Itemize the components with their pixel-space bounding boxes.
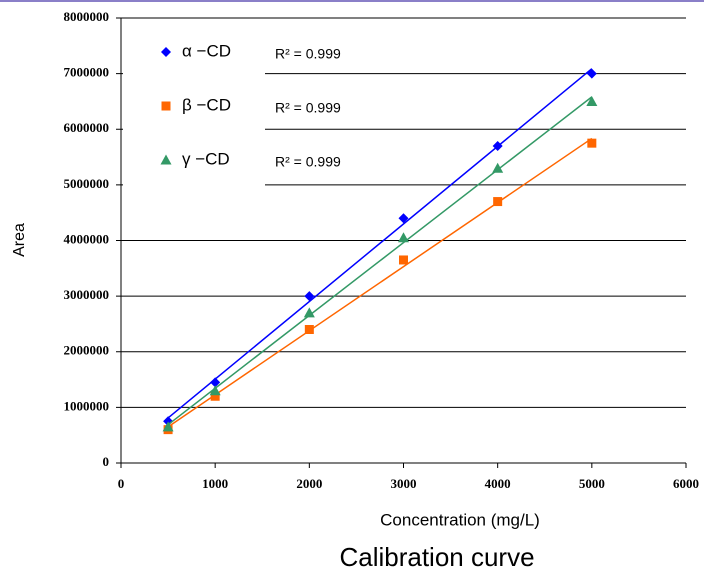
trend-line: [167, 96, 593, 426]
y-tick-label: 7000000: [64, 65, 110, 80]
x-tick-label: 3000: [391, 476, 417, 491]
x-tick-label: 6000: [673, 476, 699, 491]
marker: [398, 232, 409, 243]
x-tick-label: 2000: [296, 476, 322, 491]
y-tick-label: 2000000: [64, 343, 110, 358]
legend-label: α −CD: [182, 41, 231, 60]
y-tick-label: 0: [103, 454, 110, 469]
y-tick-label: 4000000: [64, 231, 110, 246]
x-axis-label: Concentration (mg/L): [380, 510, 540, 529]
marker: [161, 47, 171, 57]
marker: [303, 307, 315, 318]
annotation: R² = 0.999: [275, 154, 341, 170]
caption: Calibration curve: [339, 542, 534, 571]
marker: [586, 95, 598, 106]
marker: [304, 291, 315, 302]
y-tick-label: 6000000: [64, 120, 110, 135]
legend-label: β −CD: [182, 95, 231, 114]
marker: [163, 416, 174, 427]
marker: [586, 68, 597, 79]
x-tick-label: 1000: [202, 476, 228, 491]
marker: [304, 325, 314, 334]
marker: [162, 421, 174, 432]
marker: [210, 391, 220, 401]
legend-label: γ −CD: [182, 149, 230, 168]
y-tick-label: 5000000: [64, 176, 110, 191]
legend-box: [123, 22, 265, 190]
marker: [399, 255, 408, 265]
marker: [161, 101, 171, 111]
marker: [492, 140, 503, 151]
marker: [493, 197, 503, 207]
trend-line: [167, 137, 593, 428]
annotation: R² = 0.999: [275, 100, 341, 116]
marker: [398, 213, 409, 224]
annotation: R² = 0.999: [275, 46, 341, 62]
trend-line: [167, 68, 593, 419]
marker: [209, 385, 221, 396]
y-tick-label: 1000000: [64, 398, 110, 413]
marker: [492, 162, 504, 173]
marker: [587, 138, 597, 148]
y-tick-label: 3000000: [64, 287, 110, 302]
marker: [210, 377, 221, 388]
x-tick-label: 5000: [579, 476, 605, 491]
x-tick-label: 4000: [485, 476, 511, 491]
y-axis-label: Area: [11, 223, 28, 257]
y-tick-label: 8000000: [64, 9, 110, 24]
x-tick-label: 0: [118, 476, 125, 491]
marker: [160, 154, 172, 165]
